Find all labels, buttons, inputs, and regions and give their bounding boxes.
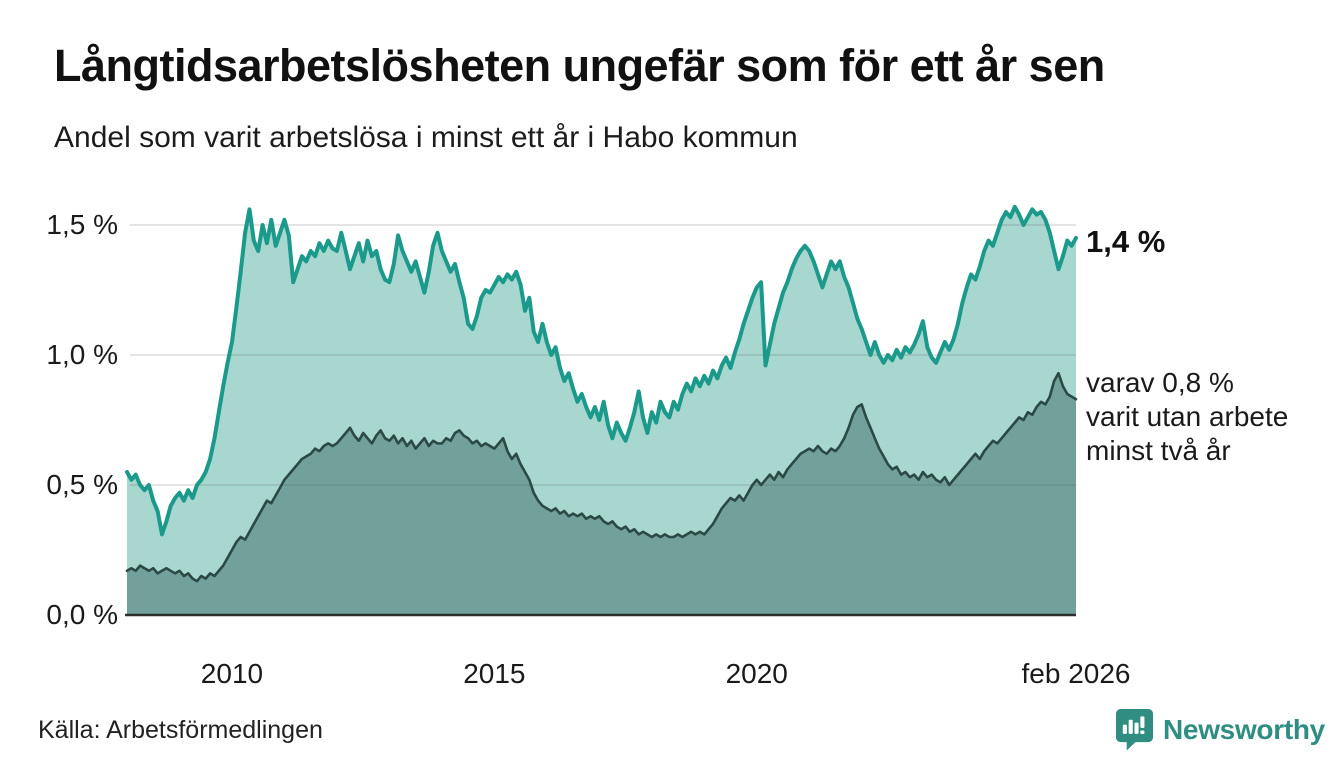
- newsworthy-logo-icon: [1115, 708, 1154, 751]
- y-axis-label-15: 1,5 %: [46, 209, 118, 240]
- y-axis-label-0: 0,0 %: [46, 599, 118, 630]
- page-title: Långtidsarbetslösheten ungefär som för e…: [54, 40, 1105, 91]
- y-axis-label-10: 1,0 %: [46, 339, 118, 370]
- x-axis-label-2010: 2010: [200, 658, 264, 689]
- series2-annotation-line2: varit utan arbete: [1086, 401, 1289, 432]
- y-axis-label-05: 0,5 %: [46, 469, 118, 500]
- newsworthy-logo-text: Newsworthy: [1163, 713, 1325, 745]
- series2-annotation: varav 0,8 % varit utan arbete minst två …: [1086, 366, 1288, 468]
- x-axis-label-feb-2026: feb 2026: [1021, 658, 1131, 689]
- newsworthy-logo[interactable]: Newsworthy: [1115, 708, 1325, 751]
- x-axis-label-2020: 2020: [725, 658, 788, 689]
- series2-annotation-line3: minst två år: [1086, 435, 1231, 466]
- series1-end-value-label: 1,4 %: [1086, 224, 1166, 259]
- source-credit: Källa: Arbetsförmedlingen: [38, 716, 323, 744]
- series2-annotation-line1: varav 0,8 %: [1086, 367, 1234, 398]
- chart-series-lines: [125, 204, 1078, 583]
- x-axis-label-2015: 2015: [463, 658, 526, 689]
- page-subtitle: Andel som varit arbetslösa i minst ett å…: [54, 121, 798, 154]
